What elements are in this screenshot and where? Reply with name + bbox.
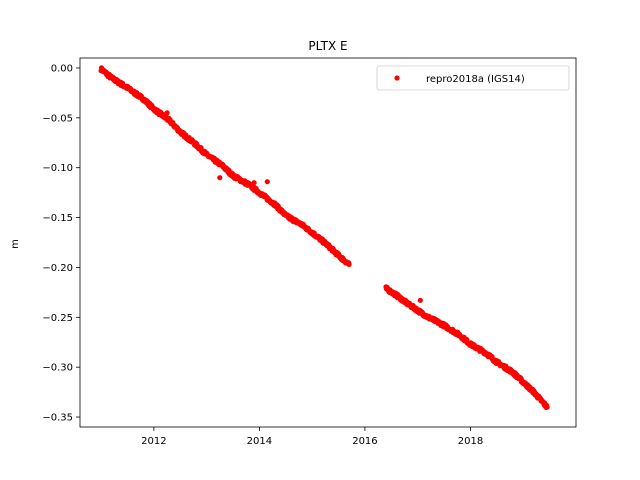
y-tick-label: −0.30 — [42, 363, 73, 374]
y-tick-label: 0.00 — [51, 63, 73, 74]
plot-frame — [79, 57, 577, 428]
x-tick-label: 2018 — [458, 436, 483, 447]
y-tick-label: −0.20 — [42, 263, 73, 274]
data-point — [544, 404, 550, 410]
y-tick-label: −0.05 — [42, 113, 73, 124]
x-tick-label: 2016 — [352, 436, 377, 447]
legend-marker — [394, 75, 400, 81]
legend: repro2018a (IGS14) — [376, 65, 570, 91]
chart-title: PLTX E — [308, 39, 347, 53]
x-axis-ticks: 2012 2014 2016 2018 — [141, 427, 483, 447]
x-tick-label: 2012 — [141, 436, 166, 447]
y-axis-ticks: 0.00 −0.05 −0.10 −0.15 −0.20 −0.25 −0.30 −0.35 — [42, 63, 80, 424]
data-points — [98, 65, 550, 410]
legend-box — [376, 65, 570, 91]
outlier-point — [251, 180, 257, 186]
data-point — [346, 261, 352, 267]
y-axis-label: m — [10, 239, 21, 249]
outlier-point — [164, 110, 170, 116]
x-tick-label: 2014 — [247, 436, 272, 447]
outlier-point — [217, 175, 223, 181]
y-tick-label: −0.25 — [42, 313, 73, 324]
y-tick-label: −0.35 — [42, 413, 73, 424]
outlier-point — [523, 382, 529, 388]
y-tick-label: −0.15 — [42, 213, 73, 224]
legend-entry: repro2018a (IGS14) — [426, 74, 525, 85]
outlier-point — [264, 179, 270, 185]
outlier-point — [417, 297, 423, 303]
y-tick-label: −0.10 — [42, 163, 73, 174]
